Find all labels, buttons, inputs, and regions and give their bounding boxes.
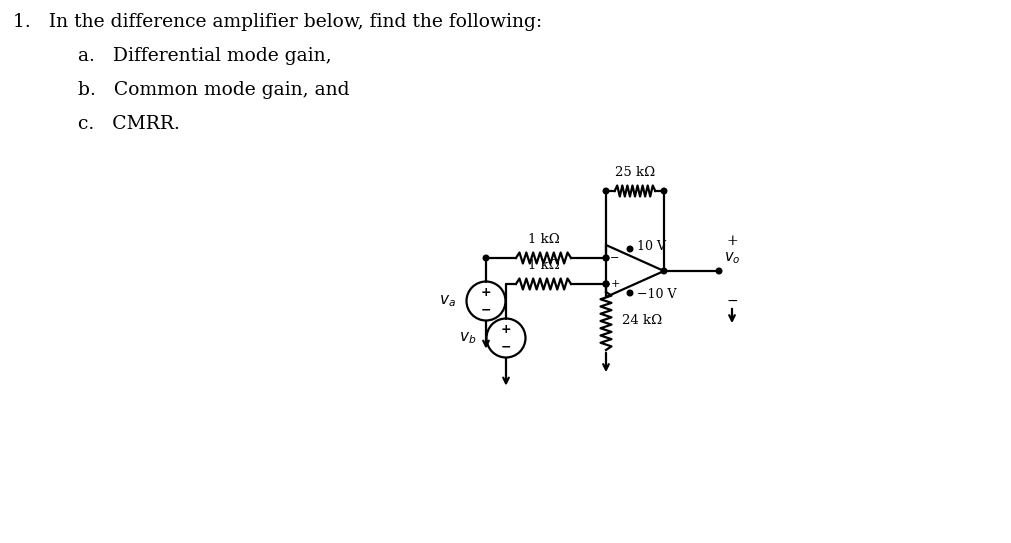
Text: +: + — [500, 323, 511, 336]
Text: c.   CMRR.: c. CMRR. — [78, 115, 180, 133]
Text: 24 kΩ: 24 kΩ — [622, 314, 661, 327]
Circle shape — [660, 188, 666, 194]
Circle shape — [603, 281, 609, 287]
Circle shape — [627, 290, 632, 296]
Text: −: − — [500, 340, 511, 353]
Circle shape — [603, 281, 609, 287]
Text: $v_a$: $v_a$ — [439, 293, 456, 309]
Circle shape — [603, 255, 609, 261]
Text: +: + — [480, 286, 490, 299]
Text: 1.   In the difference amplifier below, find the following:: 1. In the difference amplifier below, fi… — [13, 13, 542, 31]
Circle shape — [482, 255, 488, 261]
Circle shape — [627, 246, 632, 252]
Text: −: − — [726, 294, 737, 308]
Text: −10 V: −10 V — [636, 288, 675, 301]
Text: $v_b$: $v_b$ — [458, 330, 475, 346]
Text: 1 kΩ: 1 kΩ — [527, 259, 559, 272]
Circle shape — [603, 281, 609, 287]
Circle shape — [603, 255, 609, 261]
Text: +: + — [726, 234, 737, 248]
Text: 1 kΩ: 1 kΩ — [527, 233, 559, 246]
Text: −: − — [610, 253, 619, 263]
Text: $v_o$: $v_o$ — [723, 250, 740, 266]
Circle shape — [716, 268, 721, 274]
Text: b.   Common mode gain, and: b. Common mode gain, and — [78, 81, 349, 99]
Text: 25 kΩ: 25 kΩ — [615, 166, 654, 179]
Text: −: − — [480, 304, 490, 317]
Circle shape — [603, 188, 609, 194]
Text: a.   Differential mode gain,: a. Differential mode gain, — [78, 47, 332, 65]
Text: 10 V: 10 V — [636, 241, 665, 254]
Circle shape — [660, 268, 666, 274]
Text: +: + — [610, 279, 619, 289]
